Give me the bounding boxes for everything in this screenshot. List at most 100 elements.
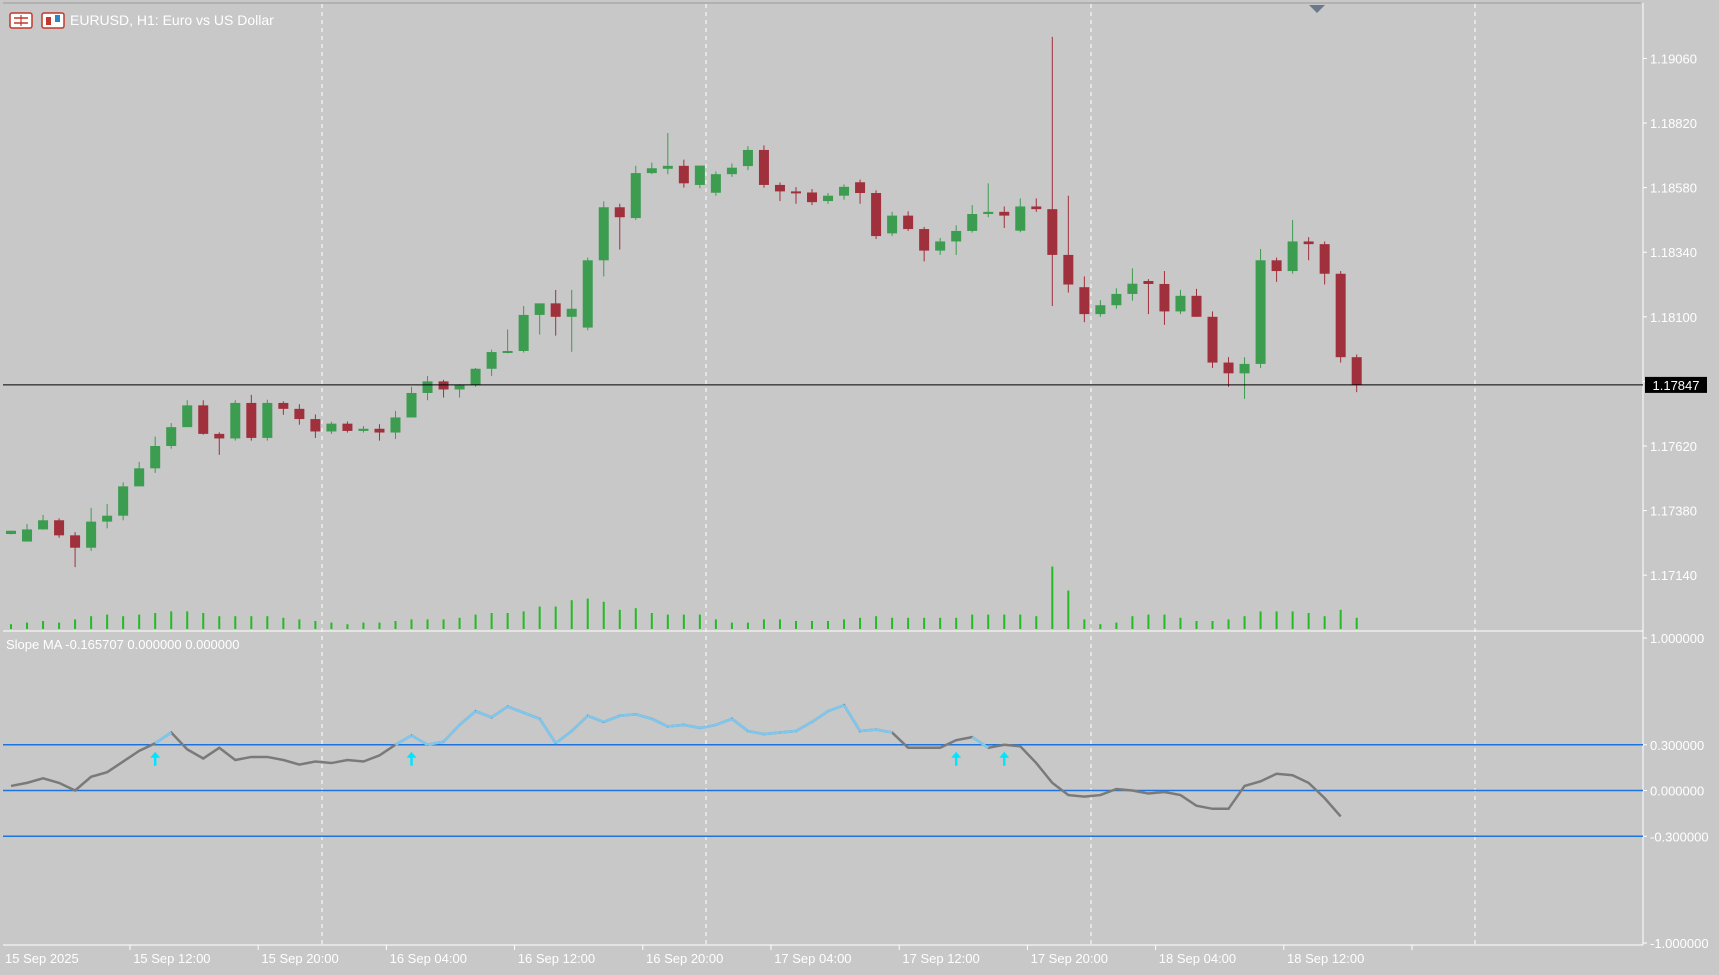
candle-body — [1031, 206, 1042, 210]
candle — [470, 367, 481, 387]
candle — [710, 171, 721, 196]
slope-up-segment — [779, 729, 797, 734]
price-tick-label: 1.19060 — [1650, 51, 1697, 66]
candle-body — [566, 308, 577, 317]
slope-up-segment — [795, 720, 813, 733]
slope-up-segment — [971, 736, 989, 749]
candle — [919, 226, 930, 262]
chart-type-icon[interactable] — [41, 12, 65, 29]
candle-body — [999, 211, 1010, 216]
candle-body — [951, 230, 962, 242]
indicator-tick-label: -0.300000 — [1650, 829, 1709, 844]
candle-body — [534, 303, 545, 315]
candle — [326, 421, 337, 434]
candle — [726, 163, 737, 177]
candle — [935, 237, 946, 255]
candle-body — [758, 149, 769, 185]
candle — [22, 524, 33, 542]
candle-body — [486, 352, 497, 369]
candle — [1063, 195, 1074, 293]
candle-body — [1111, 293, 1122, 306]
slope-up-segment — [458, 710, 477, 726]
candle — [983, 183, 994, 218]
slope-up-segment — [410, 734, 429, 746]
chart-menu-icon[interactable] — [9, 12, 33, 29]
candle-body — [1319, 244, 1330, 274]
price-tick-label: 1.17140 — [1650, 568, 1697, 583]
candle — [102, 504, 113, 529]
signal-arrow-icon — [999, 751, 1010, 766]
candle — [1047, 36, 1058, 307]
candle — [1159, 271, 1170, 325]
candle-body — [774, 184, 785, 192]
candle — [1031, 198, 1042, 212]
price-tick-label: 1.17380 — [1650, 504, 1697, 519]
period-marker-icon — [1309, 5, 1325, 13]
candle — [999, 206, 1010, 228]
candle-body — [839, 186, 850, 196]
candle — [1111, 288, 1122, 309]
candle-body — [406, 392, 417, 418]
candle-body — [438, 381, 449, 390]
candle — [310, 414, 321, 438]
time-tick-label: 15 Sep 20:00 — [261, 951, 338, 966]
candle-body — [1287, 241, 1298, 272]
candle-body — [182, 405, 193, 428]
slope-up-segment — [875, 728, 893, 734]
candle-body — [6, 530, 17, 534]
candle — [406, 386, 417, 418]
slope-up-segment — [842, 704, 862, 732]
candle-body — [967, 214, 978, 231]
candle-body — [1335, 273, 1346, 358]
candle-body — [1303, 241, 1314, 245]
time-tick-label: 17 Sep 04:00 — [774, 951, 851, 966]
slope-up-segment — [635, 713, 653, 721]
candle — [502, 329, 513, 354]
slope-up-segment — [507, 705, 525, 714]
slope-up-segment — [715, 717, 733, 727]
candle-body — [1239, 363, 1250, 374]
candle — [38, 514, 49, 530]
indicator-title: Slope MA -0.165707 0.000000 0.000000 — [6, 637, 239, 652]
candle — [438, 379, 449, 398]
candle-body — [1095, 305, 1106, 315]
candle-body — [1175, 295, 1186, 312]
candle-body — [694, 165, 705, 185]
candle — [823, 193, 834, 204]
candle-body — [150, 445, 161, 469]
candle — [951, 225, 962, 255]
candle — [887, 211, 898, 237]
candle-body — [903, 215, 914, 230]
candle-body — [230, 402, 241, 439]
candle — [1079, 276, 1090, 323]
slope-up-segment — [603, 714, 621, 724]
candle — [390, 411, 401, 439]
candle — [582, 257, 593, 331]
candle — [1175, 289, 1186, 315]
candle-body — [823, 195, 834, 202]
candle — [871, 190, 882, 240]
candle — [358, 426, 369, 433]
candle — [182, 400, 193, 428]
candle-body — [358, 428, 369, 431]
slope-up-segment — [523, 711, 541, 720]
candle — [614, 203, 625, 250]
candle — [758, 145, 769, 188]
candle-body — [198, 405, 209, 434]
candle-body — [38, 520, 49, 530]
candle-body — [22, 529, 33, 542]
slope-up-segment — [490, 705, 509, 719]
candle — [454, 384, 465, 398]
candle — [294, 404, 305, 425]
candle — [1095, 300, 1106, 317]
indicator-tick-label: 0.000000 — [1650, 784, 1704, 799]
price-tick-label: 1.17620 — [1650, 439, 1697, 454]
candle-body — [1223, 362, 1234, 374]
candle-body — [390, 417, 401, 433]
candle — [534, 303, 545, 335]
slope-up-segment — [827, 703, 845, 713]
candle-body — [70, 535, 81, 548]
candle — [342, 421, 353, 433]
